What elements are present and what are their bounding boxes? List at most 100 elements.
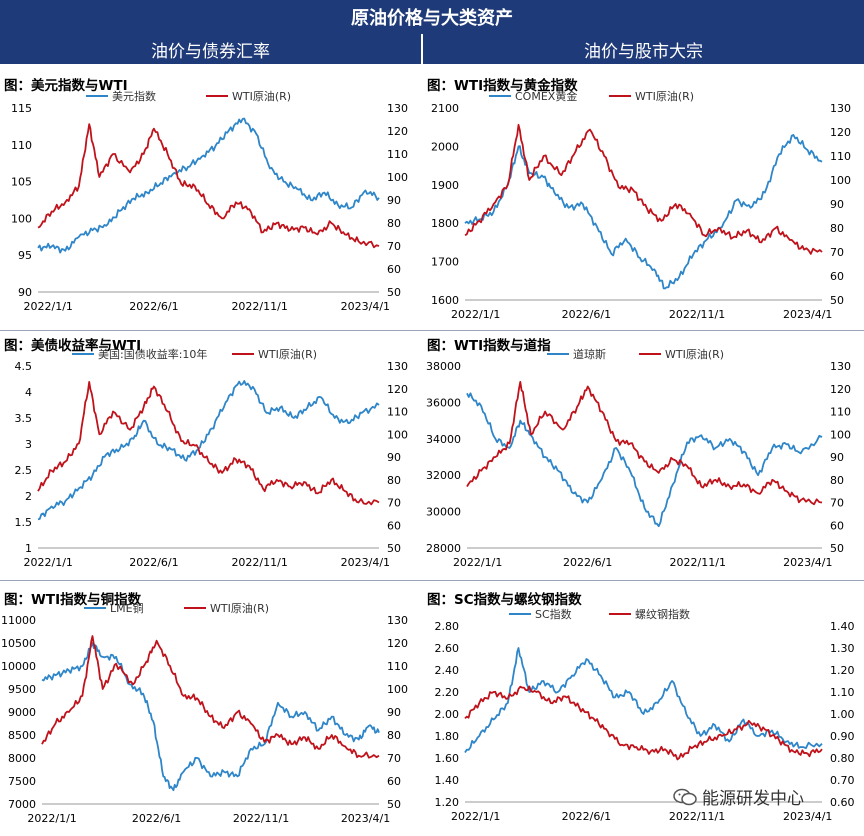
left-tick-label: 2 — [25, 490, 32, 503]
chart-title: 图：美元指数与WTI — [4, 78, 128, 94]
left-tick-label: 95 — [18, 249, 32, 262]
legend-label: WTI原油(R) — [258, 347, 317, 361]
series-line-0 — [37, 380, 380, 521]
left-tick-label: 1 — [25, 542, 32, 555]
left-tick-label: 110 — [11, 139, 32, 152]
legend-label: 螺纹钢指数 — [635, 607, 690, 621]
right-tick-label: 120 — [387, 637, 408, 650]
x-tick-label: 2022/11/1 — [670, 556, 726, 569]
section-header-stocks-commodities: 油价与股市大宗 — [423, 34, 864, 64]
right-tick-label: 120 — [387, 125, 408, 138]
chart-rebar: 1.20 1.40 1.60 1.80 2.00 2.20 2.40 2.60 2.80 0.60… — [435, 607, 855, 823]
left-tick-label: 9000 — [8, 706, 36, 719]
x-tick-label: 2022/1/1 — [453, 556, 502, 569]
left-tick-label: 4.5 — [15, 360, 33, 373]
chart-panel-sc-rebar: 图：SC指数与螺纹钢指数 1.20 1.40 1.60 1.80 2.00 2.20 2.4… — [423, 586, 864, 836]
left-tick-label: 2.80 — [435, 620, 460, 633]
right-tick-label: 50 — [387, 798, 401, 811]
right-tick-label: 60 — [387, 775, 401, 788]
right-tick-label: 120 — [830, 383, 851, 396]
left-tick-label: 7000 — [8, 798, 36, 811]
left-tick-label: 3 — [25, 438, 32, 451]
right-tick-label: 90 — [830, 198, 844, 211]
left-tick-label: 1600 — [431, 294, 459, 307]
x-tick-label: 2022/6/1 — [129, 556, 178, 569]
x-tick-label: 2023/4/1 — [341, 812, 390, 825]
left-tick-label: 36000 — [426, 396, 461, 409]
right-tick-label: 60 — [830, 270, 844, 283]
left-tick-label: 9500 — [8, 683, 36, 696]
x-tick-label: 2022/6/1 — [563, 556, 612, 569]
left-tick-label: 4 — [25, 386, 32, 399]
x-tick-label: 2022/11/1 — [233, 812, 289, 825]
right-tick-label: 130 — [830, 102, 851, 115]
left-tick-label: 105 — [11, 176, 32, 189]
legend-label: WTI原油(R) — [635, 89, 694, 103]
series-line-1 — [466, 381, 823, 506]
legend-label: LME铜 — [110, 601, 144, 615]
left-tick-label: 1.80 — [435, 730, 460, 743]
right-tick-label: 50 — [387, 286, 401, 299]
right-tick-label: 60 — [387, 263, 401, 276]
chart-gold: 1600 1700 1800 1900 2000 2100 50 60 70 80 90 100 110… — [431, 89, 851, 321]
legend-label: 美国:国债收益率:10年 — [98, 347, 207, 361]
left-tick-label: 34000 — [426, 433, 461, 446]
right-tick-label: 1.20 — [830, 664, 855, 677]
left-tick-label: 1800 — [431, 217, 459, 230]
left-tick-label: 30000 — [426, 506, 461, 519]
right-tick-label: 50 — [387, 542, 401, 555]
right-tick-label: 100 — [830, 428, 851, 441]
right-tick-label: 80 — [387, 729, 401, 742]
series-line-0 — [464, 134, 823, 290]
left-tick-label: 2100 — [431, 102, 459, 115]
left-tick-label: 1.60 — [435, 752, 460, 765]
right-tick-label: 110 — [830, 150, 851, 163]
left-tick-label: 1900 — [431, 179, 459, 192]
right-tick-label: 50 — [830, 542, 844, 555]
x-tick-label: 2022/1/1 — [27, 812, 76, 825]
chart-title: 图：美债收益率与WTI — [4, 338, 142, 354]
legend-label: SC指数 — [535, 607, 572, 621]
watermark-text: 能源研发中心 — [702, 789, 804, 809]
left-tick-label: 100 — [11, 212, 32, 225]
x-tick-label: 2022/1/1 — [24, 556, 73, 569]
x-tick-label: 2022/6/1 — [129, 300, 178, 313]
left-tick-label: 11000 — [1, 614, 36, 627]
right-tick-label: 50 — [830, 294, 844, 307]
chart-title: 图：WTI指数与道指 — [427, 338, 551, 354]
x-tick-label: 2022/11/1 — [669, 308, 725, 321]
legend-label: WTI原油(R) — [210, 601, 269, 615]
right-tick-label: 100 — [387, 428, 408, 441]
chart-dow: 28000 30000 32000 34000 36000 38000 50 60 70 80 90… — [426, 347, 851, 569]
right-tick-label: 100 — [387, 171, 408, 184]
right-tick-label: 100 — [387, 683, 408, 696]
series-line-1 — [464, 123, 823, 255]
left-tick-label: 2.60 — [435, 642, 460, 655]
left-tick-label: 28000 — [426, 542, 461, 555]
legend-label: 美元指数 — [112, 89, 156, 103]
right-tick-label: 100 — [830, 174, 851, 187]
chart-title: 图：WTI指数与黄金指数 — [427, 78, 578, 94]
chart-title: 图：SC指数与螺纹钢指数 — [427, 592, 582, 608]
right-tick-label: 60 — [387, 519, 401, 532]
left-tick-label: 90 — [18, 286, 32, 299]
section-header-bonds-fx: 油价与债券汇率 — [0, 34, 421, 64]
row-divider — [0, 330, 864, 331]
right-tick-label: 0.60 — [830, 796, 855, 809]
right-tick-label: 0.80 — [830, 752, 855, 765]
right-tick-label: 130 — [387, 102, 408, 115]
right-tick-label: 1.30 — [830, 642, 855, 655]
page-title: 原油价格与大类资产 — [0, 0, 864, 34]
watermark: 能源研发中心 — [672, 784, 804, 809]
left-tick-label: 115 — [11, 102, 32, 115]
left-tick-label: 2.40 — [435, 664, 460, 677]
left-tick-label: 10500 — [1, 637, 36, 650]
section-divider — [421, 34, 423, 64]
row-divider — [0, 580, 864, 581]
chart-usd: 90 95 100 105 110 115 50 60 70 80 90 100 110 120 130 20… — [11, 89, 408, 313]
x-tick-label: 2023/4/1 — [783, 810, 832, 823]
x-tick-label: 2023/4/1 — [341, 556, 390, 569]
right-tick-label: 90 — [387, 194, 401, 207]
series-line-1 — [464, 685, 823, 761]
right-tick-label: 110 — [387, 148, 408, 161]
